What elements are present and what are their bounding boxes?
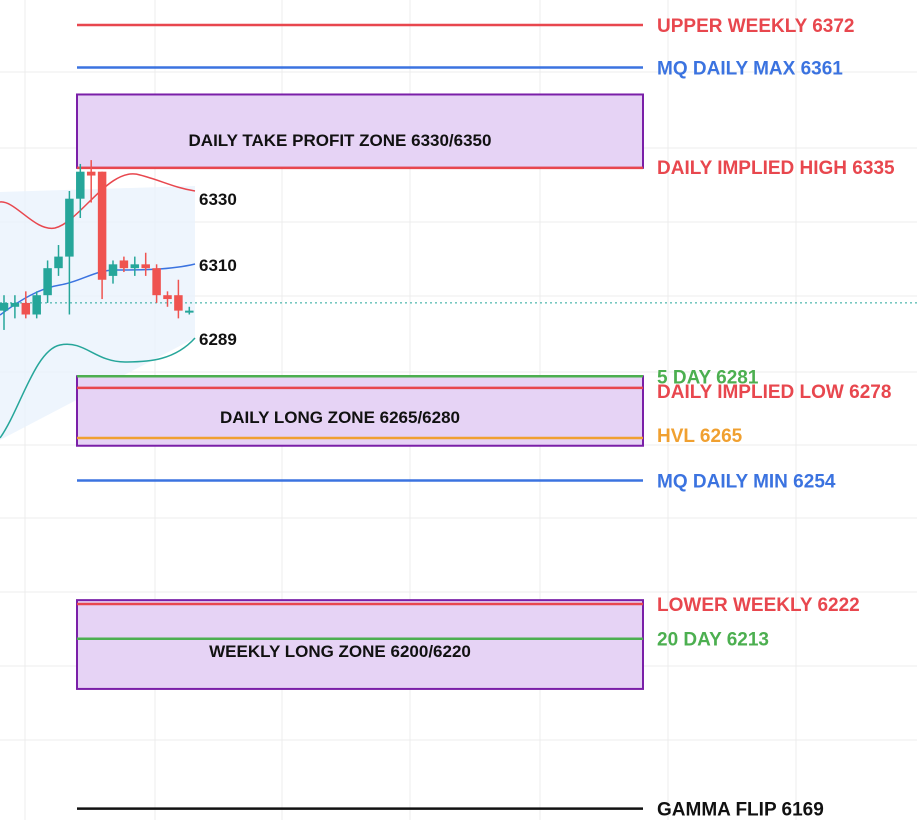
band-label-6289: 6289 [199,330,237,349]
level-label-daily-implied-high-6335: DAILY IMPLIED HIGH 6335 [657,158,895,179]
candle-body-3 [32,295,41,315]
candle-body-15 [163,295,172,300]
candle-body-7 [76,171,85,199]
zone-label-daily-long-zone-6265-6280: DAILY LONG ZONE 6265/6280 [220,408,460,427]
band-upper-line [0,173,196,229]
level-label-daily-implied-low-6278: DAILY IMPLIED LOW 6278 [657,382,891,403]
candle-body-12 [130,264,140,269]
candle-body-11 [119,260,129,269]
level-label-hvl-6265: HVL 6265 [657,426,743,447]
band-label-6310: 6310 [199,256,237,275]
zones [76,93,644,690]
candle-body-8 [86,171,96,176]
level-label-mq-daily-max-6361: MQ DAILY MAX 6361 [657,58,843,79]
zone-box-daily-take-profit-zone-6330-6350 [76,93,644,169]
candles [0,160,194,330]
candle-body-16 [174,295,183,311]
labels: UPPER WEEKLY 6372 MQ DAILY MAX 6361 DAILY … [189,16,895,821]
level-label-5-day-6281: 5 DAY 6281 [657,367,759,388]
candle-body-2 [21,302,31,315]
candle-body-0 [0,302,9,311]
candle-body-5 [54,256,63,269]
candle-body-1 [10,302,20,307]
zone-label-weekly-long-zone-6200-6220: WEEKLY LONG ZONE 6200/6220 [209,642,471,661]
level-label-gamma-flip-6169: GAMMA FLIP 6169 [657,800,824,820]
candle-body-10 [108,264,118,276]
level-label-upper-weekly-6372: UPPER WEEKLY 6372 [657,16,854,37]
zone-box-weekly-long-zone-6200-6220 [76,599,644,690]
candle-body-17 [185,310,194,313]
zone-label-daily-take-profit-zone-6330-6350: DAILY TAKE PROFIT ZONE 6330/6350 [189,131,492,150]
band-fill [0,186,195,440]
level-label-mq-daily-min-6254: MQ DAILY MIN 6254 [657,471,836,492]
level-label-lower-weekly-6222: LOWER WEEKLY 6222 [657,595,860,616]
levels [77,23,643,810]
candle-body-9 [97,171,107,280]
candle-body-13 [141,264,150,269]
band-label-6330: 6330 [199,190,237,209]
candle-body-6 [65,198,74,257]
candle-body-14 [152,268,161,296]
level-label-20-day-6213: 20 DAY 6213 [657,630,769,651]
candle-body-4 [43,268,52,296]
band-lower-line [0,337,196,439]
